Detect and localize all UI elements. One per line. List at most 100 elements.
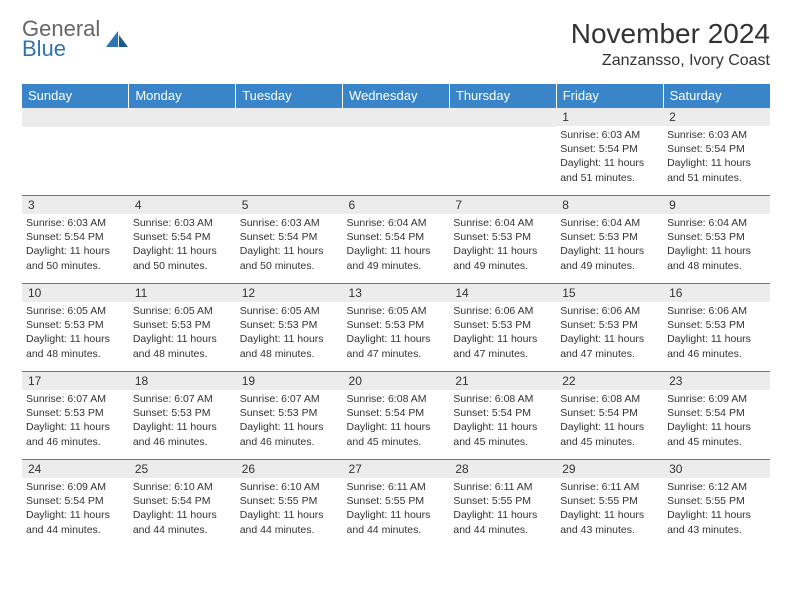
day-details: Sunrise: 6:09 AMSunset: 5:54 PMDaylight:… (22, 478, 129, 541)
month-title: November 2024 (571, 18, 770, 50)
weekday-header: Friday (556, 84, 663, 108)
day-details: Sunrise: 6:05 AMSunset: 5:53 PMDaylight:… (343, 302, 450, 365)
calendar-table: SundayMondayTuesdayWednesdayThursdayFrid… (22, 84, 770, 548)
day-details: Sunrise: 6:08 AMSunset: 5:54 PMDaylight:… (449, 390, 556, 453)
day-details: Sunrise: 6:08 AMSunset: 5:54 PMDaylight:… (556, 390, 663, 453)
day-number: 5 (236, 196, 343, 214)
location: Zanzansso, Ivory Coast (571, 52, 770, 70)
weekday-header: Wednesday (343, 84, 450, 108)
day-details: Sunrise: 6:05 AMSunset: 5:53 PMDaylight:… (22, 302, 129, 365)
day-number: 29 (556, 460, 663, 478)
calendar-day-cell: 16Sunrise: 6:06 AMSunset: 5:53 PMDayligh… (663, 284, 770, 372)
calendar-day-cell: 24Sunrise: 6:09 AMSunset: 5:54 PMDayligh… (22, 460, 129, 548)
calendar-week-row: 10Sunrise: 6:05 AMSunset: 5:53 PMDayligh… (22, 284, 770, 372)
day-number: 21 (449, 372, 556, 390)
calendar-day-cell (22, 108, 129, 196)
day-number: 16 (663, 284, 770, 302)
day-number: 23 (663, 372, 770, 390)
day-number: 3 (22, 196, 129, 214)
calendar-day-cell: 28Sunrise: 6:11 AMSunset: 5:55 PMDayligh… (449, 460, 556, 548)
calendar-day-cell: 17Sunrise: 6:07 AMSunset: 5:53 PMDayligh… (22, 372, 129, 460)
day-number: 24 (22, 460, 129, 478)
day-details: Sunrise: 6:04 AMSunset: 5:53 PMDaylight:… (663, 214, 770, 277)
calendar-day-cell: 6Sunrise: 6:04 AMSunset: 5:54 PMDaylight… (343, 196, 450, 284)
day-details: Sunrise: 6:07 AMSunset: 5:53 PMDaylight:… (129, 390, 236, 453)
weekday-header: Tuesday (236, 84, 343, 108)
day-number: 13 (343, 284, 450, 302)
day-details: Sunrise: 6:12 AMSunset: 5:55 PMDaylight:… (663, 478, 770, 541)
calendar-body: 1Sunrise: 6:03 AMSunset: 5:54 PMDaylight… (22, 108, 770, 548)
calendar-day-cell: 21Sunrise: 6:08 AMSunset: 5:54 PMDayligh… (449, 372, 556, 460)
calendar-day-cell (449, 108, 556, 196)
calendar-day-cell: 2Sunrise: 6:03 AMSunset: 5:54 PMDaylight… (663, 108, 770, 196)
day-number: 19 (236, 372, 343, 390)
day-number: 2 (663, 108, 770, 126)
day-details: Sunrise: 6:03 AMSunset: 5:54 PMDaylight:… (129, 214, 236, 277)
calendar-day-cell: 29Sunrise: 6:11 AMSunset: 5:55 PMDayligh… (556, 460, 663, 548)
calendar-day-cell: 1Sunrise: 6:03 AMSunset: 5:54 PMDaylight… (556, 108, 663, 196)
day-number: 20 (343, 372, 450, 390)
day-number: 11 (129, 284, 236, 302)
day-details: Sunrise: 6:03 AMSunset: 5:54 PMDaylight:… (663, 126, 770, 189)
calendar-day-cell: 30Sunrise: 6:12 AMSunset: 5:55 PMDayligh… (663, 460, 770, 548)
day-number: 17 (22, 372, 129, 390)
day-details: Sunrise: 6:08 AMSunset: 5:54 PMDaylight:… (343, 390, 450, 453)
weekday-header: Thursday (449, 84, 556, 108)
calendar-day-cell: 10Sunrise: 6:05 AMSunset: 5:53 PMDayligh… (22, 284, 129, 372)
calendar-day-cell: 22Sunrise: 6:08 AMSunset: 5:54 PMDayligh… (556, 372, 663, 460)
calendar-day-cell: 7Sunrise: 6:04 AMSunset: 5:53 PMDaylight… (449, 196, 556, 284)
weekday-header: Monday (129, 84, 236, 108)
calendar-day-cell (236, 108, 343, 196)
logo-sail-icon (104, 29, 130, 49)
calendar-day-cell: 4Sunrise: 6:03 AMSunset: 5:54 PMDaylight… (129, 196, 236, 284)
day-number: 25 (129, 460, 236, 478)
day-number: 15 (556, 284, 663, 302)
day-details: Sunrise: 6:05 AMSunset: 5:53 PMDaylight:… (236, 302, 343, 365)
calendar-day-cell: 11Sunrise: 6:05 AMSunset: 5:53 PMDayligh… (129, 284, 236, 372)
calendar-day-cell: 12Sunrise: 6:05 AMSunset: 5:53 PMDayligh… (236, 284, 343, 372)
calendar-week-row: 1Sunrise: 6:03 AMSunset: 5:54 PMDaylight… (22, 108, 770, 196)
day-number: 7 (449, 196, 556, 214)
calendar-day-cell (343, 108, 450, 196)
calendar-week-row: 3Sunrise: 6:03 AMSunset: 5:54 PMDaylight… (22, 196, 770, 284)
day-number: 1 (556, 108, 663, 126)
day-details: Sunrise: 6:07 AMSunset: 5:53 PMDaylight:… (22, 390, 129, 453)
calendar-day-cell: 23Sunrise: 6:09 AMSunset: 5:54 PMDayligh… (663, 372, 770, 460)
header: General Blue November 2024 Zanzansso, Iv… (22, 18, 770, 70)
empty-day (129, 108, 236, 127)
day-details: Sunrise: 6:05 AMSunset: 5:53 PMDaylight:… (129, 302, 236, 365)
calendar-day-cell: 15Sunrise: 6:06 AMSunset: 5:53 PMDayligh… (556, 284, 663, 372)
calendar-day-cell: 3Sunrise: 6:03 AMSunset: 5:54 PMDaylight… (22, 196, 129, 284)
day-details: Sunrise: 6:07 AMSunset: 5:53 PMDaylight:… (236, 390, 343, 453)
day-number: 9 (663, 196, 770, 214)
day-details: Sunrise: 6:03 AMSunset: 5:54 PMDaylight:… (556, 126, 663, 189)
day-details: Sunrise: 6:11 AMSunset: 5:55 PMDaylight:… (343, 478, 450, 541)
weekday-header: Saturday (663, 84, 770, 108)
calendar-day-cell: 25Sunrise: 6:10 AMSunset: 5:54 PMDayligh… (129, 460, 236, 548)
day-details: Sunrise: 6:11 AMSunset: 5:55 PMDaylight:… (449, 478, 556, 541)
calendar-day-cell: 26Sunrise: 6:10 AMSunset: 5:55 PMDayligh… (236, 460, 343, 548)
day-details: Sunrise: 6:11 AMSunset: 5:55 PMDaylight:… (556, 478, 663, 541)
day-number: 8 (556, 196, 663, 214)
logo-text: General Blue (22, 18, 100, 60)
calendar-day-cell: 5Sunrise: 6:03 AMSunset: 5:54 PMDaylight… (236, 196, 343, 284)
day-details: Sunrise: 6:06 AMSunset: 5:53 PMDaylight:… (449, 302, 556, 365)
calendar-day-cell (129, 108, 236, 196)
empty-day (343, 108, 450, 127)
empty-day (449, 108, 556, 127)
day-details: Sunrise: 6:03 AMSunset: 5:54 PMDaylight:… (22, 214, 129, 277)
day-number: 14 (449, 284, 556, 302)
day-number: 27 (343, 460, 450, 478)
weekday-header: Sunday (22, 84, 129, 108)
calendar-week-row: 17Sunrise: 6:07 AMSunset: 5:53 PMDayligh… (22, 372, 770, 460)
day-number: 22 (556, 372, 663, 390)
day-number: 4 (129, 196, 236, 214)
calendar-day-cell: 18Sunrise: 6:07 AMSunset: 5:53 PMDayligh… (129, 372, 236, 460)
calendar-day-cell: 13Sunrise: 6:05 AMSunset: 5:53 PMDayligh… (343, 284, 450, 372)
day-details: Sunrise: 6:03 AMSunset: 5:54 PMDaylight:… (236, 214, 343, 277)
empty-day (22, 108, 129, 127)
calendar-day-cell: 8Sunrise: 6:04 AMSunset: 5:53 PMDaylight… (556, 196, 663, 284)
logo-blue: Blue (22, 38, 100, 60)
empty-day (236, 108, 343, 127)
calendar-header-row: SundayMondayTuesdayWednesdayThursdayFrid… (22, 84, 770, 108)
